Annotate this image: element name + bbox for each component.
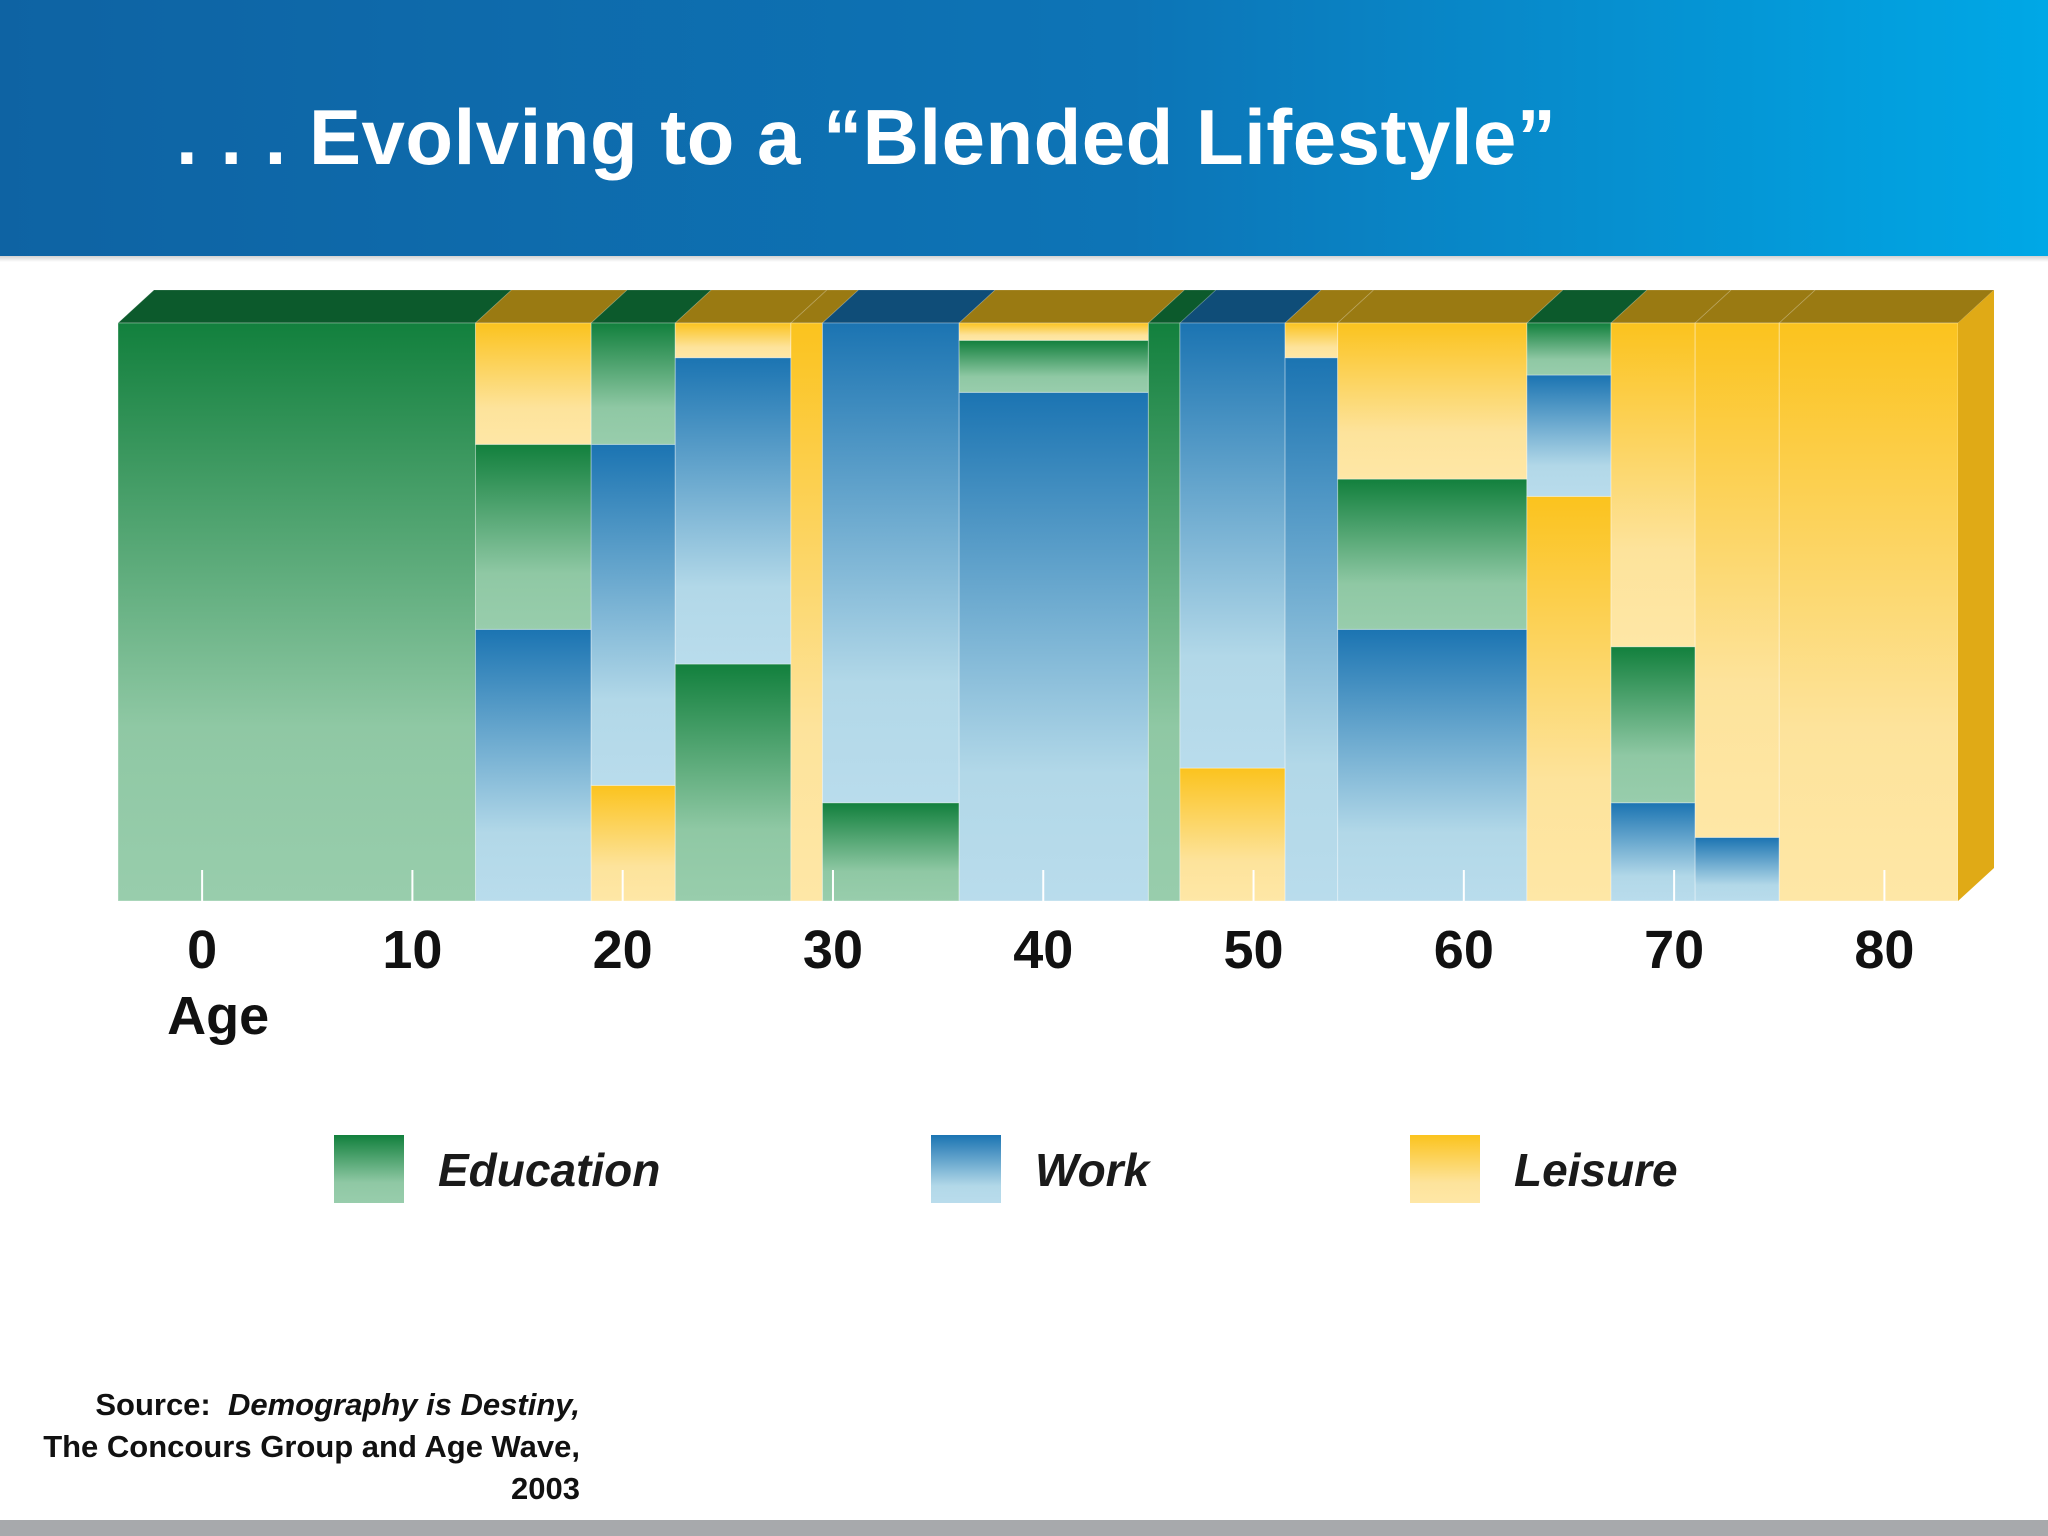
bar-segment-leisure [1694, 322, 1780, 838]
source-line-1: Source: Demography is Destiny, [24, 1384, 580, 1426]
legend-label-work: Work [1035, 1144, 1152, 1196]
bar-segment-leisure [1526, 495, 1612, 902]
bar-segment-leisure [1179, 767, 1286, 902]
x-tick-label: 70 [1644, 920, 1704, 980]
bar-top-face-leisure [1777, 289, 1996, 324]
bar-segment-work [958, 391, 1149, 902]
legend-item-leisure: Leisure [1410, 1135, 1678, 1203]
bar-segment-education [1610, 646, 1696, 804]
bar-segment-work [1526, 374, 1612, 497]
x-axis-title: Age [167, 986, 269, 1046]
x-tick-label: 40 [1013, 920, 1073, 980]
bar-segment-leisure [1337, 322, 1528, 480]
bar-segment-leisure [674, 322, 792, 359]
title-banner [0, 0, 2048, 256]
x-tick-label: 80 [1854, 920, 1914, 980]
bar-segment-leisure [590, 784, 676, 902]
bar-segment-leisure [474, 322, 592, 445]
bar-segment-work [474, 628, 592, 902]
bar-segment-work [1179, 322, 1286, 769]
legend-item-education: Education [334, 1135, 660, 1203]
bar-segment-education [474, 443, 592, 630]
bar-side-face-leisure [1958, 290, 1994, 901]
chart-top-face-layer [116, 289, 1996, 324]
chart-columns [117, 322, 1959, 902]
x-tick-label: 0 [187, 920, 217, 980]
source-publication: Demography is Destiny, [227, 1387, 580, 1422]
bar-segment-work [1337, 628, 1528, 902]
x-tick-label: 50 [1224, 920, 1284, 980]
bar-segment-education [1147, 322, 1181, 902]
bar-segment-education [1526, 322, 1612, 376]
slide-title: . . . Evolving to a “Blended Lifestyle” [176, 93, 1557, 181]
bar-segment-leisure [1284, 322, 1339, 359]
x-tick-label: 20 [593, 920, 653, 980]
bar-segment-education [674, 663, 792, 902]
chart-legend: Education Work Leisure [334, 1135, 1678, 1203]
bar-segment-leisure [958, 322, 1149, 341]
x-tick-label: 60 [1434, 920, 1494, 980]
source-prefix: Source: [95, 1387, 211, 1422]
bar-segment-leisure [1778, 322, 1959, 902]
bar-segment-leisure [1610, 322, 1696, 648]
bar-segment-leisure [790, 322, 823, 902]
legend-swatch-leisure [1410, 1135, 1480, 1203]
blended-lifestyle-chart: 0 10 20 30 40 50 60 70 80 Age Education Work Leisu… [116, 289, 1996, 1203]
bar-segment-education [117, 322, 476, 902]
bar-segment-work [1284, 357, 1339, 902]
source-note: Source: Demography is Destiny, The Conco… [24, 1384, 580, 1510]
legend-label-leisure: Leisure [1514, 1144, 1678, 1196]
bar-segment-education [958, 339, 1149, 393]
source-line-2: The Concours Group and Age Wave, 2003 [43, 1429, 580, 1506]
legend-swatch-education [334, 1135, 404, 1203]
bar-top-face-leisure [1336, 289, 1565, 324]
x-axis-ticks [201, 870, 1886, 901]
bar-segment-work [1694, 836, 1780, 902]
banner-shadow [0, 256, 2048, 262]
bar-top-face-education [116, 289, 513, 324]
bar-segment-work [674, 357, 792, 665]
bar-segment-work [1610, 802, 1696, 902]
bar-segment-education [590, 322, 676, 445]
legend-label-education: Education [438, 1144, 660, 1196]
x-axis-tick-labels: 0 10 20 30 40 50 60 70 80 [187, 920, 1914, 980]
bar-top-face-leisure [957, 289, 1186, 324]
x-tick-label: 10 [382, 920, 442, 980]
footer-bar [0, 1520, 2048, 1536]
legend-swatch-work [931, 1135, 1001, 1203]
chart-side-face-layer [1958, 290, 1994, 901]
bar-segment-work [821, 322, 960, 804]
bar-segment-education [1337, 478, 1528, 630]
bar-segment-work [590, 443, 676, 786]
x-tick-label: 30 [803, 920, 863, 980]
legend-item-work: Work [931, 1135, 1152, 1203]
bar-segment-education [821, 802, 960, 902]
